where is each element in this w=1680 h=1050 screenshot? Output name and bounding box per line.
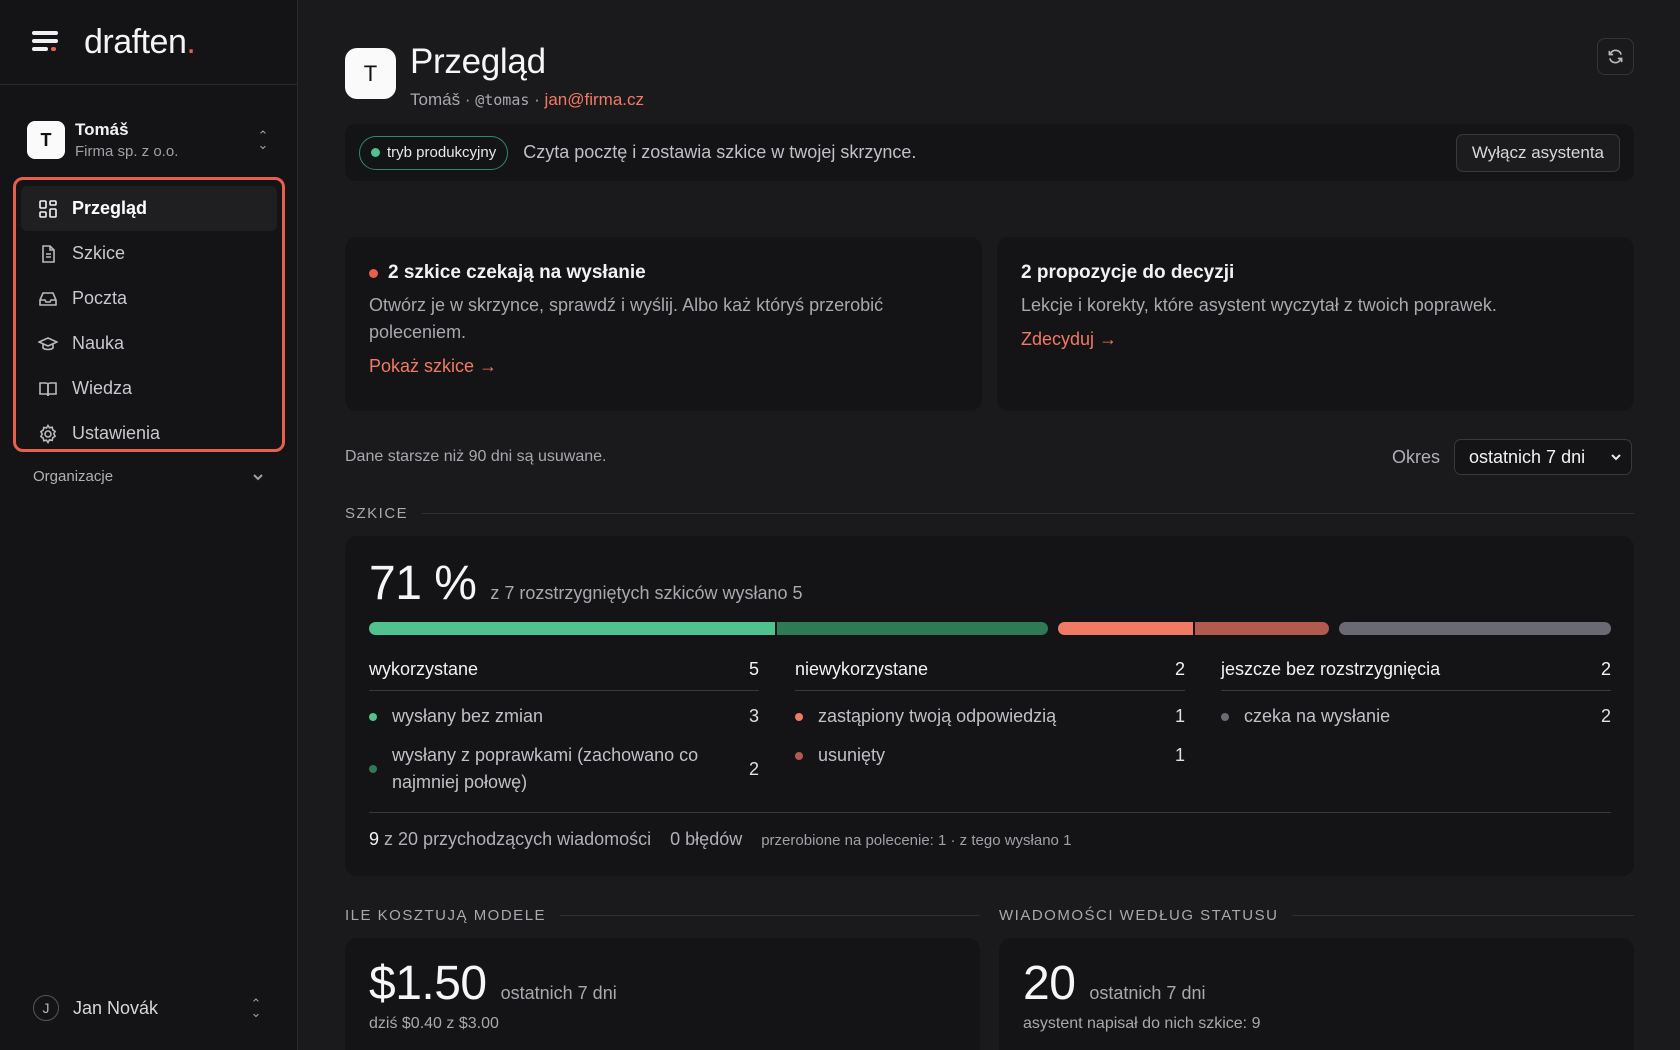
main-nav: Przegląd Szkice Poczta Nauka Wiedza Usta… [13,177,285,452]
progress-segment [777,622,1048,635]
period-filter: Okres ostatnich 7 dni [1392,439,1633,475]
user-name: Jan Novák [73,997,159,1018]
drafts-summary: z 7 rozstrzygniętych szkiców wysłano 5 [490,583,803,603]
document-icon [42,244,55,263]
book-icon [39,381,57,396]
status-dot [371,148,380,157]
drafts-footer: 9 z 20 przychodzących wiadomości 0 błędó… [369,829,1072,849]
header-name: Tomáš [410,90,461,109]
nav-label: Poczta [72,288,128,308]
progress-segment [369,622,776,635]
drafts-percent: 71 % [369,557,477,610]
account-avatar: T [27,121,65,159]
nav-item-poczta[interactable]: Poczta [21,276,277,321]
alert-title: 2 propozycje do decyzji [1021,262,1235,283]
header-handle: @tomas [475,91,530,109]
group-unused: niewykorzystane 2 zastąpiony twoją odpowi… [795,659,1185,796]
alert-dot [369,268,378,278]
mode-badge: tryb produkcyjny [359,135,509,170]
retention-note: Dane starsze niż 90 dni są usuwane. [345,448,607,465]
nav-item-nauka[interactable]: Nauka [21,321,277,366]
alert-body: Otwórz je w skrzynce, sprawdź i wyślij. … [369,295,884,342]
progress-segment [1194,622,1330,635]
dashboard-icon [39,199,57,218]
chevron-down-icon [253,473,263,480]
nav-label: Ustawienia [72,423,161,443]
progress-segment [1339,622,1611,635]
chevron-down-icon [1611,454,1621,461]
section-heading-costs: ILE KOSZTUJĄ MODELE [345,907,980,924]
show-drafts-link[interactable]: Pokaż szkice → [369,356,498,376]
alert-card-proposals: 2 propozycje do decyzji Lekcje i korekty… [997,237,1634,411]
user-menu[interactable]: J Jan Novák ⌃ ⌄ [33,995,265,1021]
header-subtitle: Tomáš · @tomas · jan@firma.cz [410,90,644,109]
alert-body: Lekcje i korekty, które asystent wyczyta… [1021,295,1497,315]
errors-count: 0 błędów [670,829,743,849]
page-title: Przegląd [410,42,546,81]
brand-bar: draften. [0,0,297,85]
organizations-label: Organizacje [33,468,114,485]
menu-icon[interactable] [32,31,60,53]
list-item: zastąpiony twoją odpowiedzią 1 [795,703,1185,730]
nav-item-ustawienia[interactable]: Ustawienia [21,411,277,456]
messages-detail: asystent napisał do nich szkice: 9 [1023,1015,1261,1032]
graduation-cap-icon [38,336,58,350]
logo: draften. [84,22,196,61]
account-name: Tomáš [75,120,129,139]
organizations-toggle[interactable]: Organizacje [33,468,265,485]
group-pending: jeszcze bez rozstrzygnięcia 2 czeka na wy… [1221,659,1611,796]
status-banner: tryb produkcyjny Czyta pocztę i zostawia… [345,124,1634,181]
list-item: wysłany bez zmian 3 [369,703,759,730]
drafts-card: 71 % z 7 rozstrzygniętych szkiców wysłan… [345,536,1634,876]
header-avatar: T [345,48,396,99]
period-select[interactable]: ostatnich 7 dni [1454,439,1633,475]
messages-card: 20 ostatnich 7 dni asystent napisał do n… [999,938,1634,1050]
nav-label: Nauka [72,333,125,353]
drafts-progress-bar [369,622,1611,635]
gear-icon [39,423,57,444]
user-avatar: J [33,995,59,1021]
list-item: usunięty 1 [795,742,1185,769]
decide-link[interactable]: Zdecyduj → [1021,329,1118,349]
group-used: wykorzystane 5 wysłany bez zmian 3 wysłany… [369,659,759,796]
header-email[interactable]: jan@firma.cz [544,90,644,109]
cost-value: $1.50 [369,957,487,1010]
alert-card-drafts: 2 szkice czekają na wysłanie Otwórz je w… [345,237,982,411]
nav-label: Przegląd [72,198,148,218]
refresh-button[interactable] [1597,38,1634,75]
period-label: Okres [1392,446,1441,467]
progress-segment [1057,622,1193,635]
list-item: czeka na wysłanie 2 [1221,703,1611,730]
nav-item-przeglad[interactable]: Przegląd [21,186,277,231]
section-heading-drafts: SZKICE [345,505,1634,522]
drafts-breakdown: wykorzystane 5 wysłany bez zmian 3 wysłany… [369,659,1611,796]
incoming-count: 9 [369,829,380,849]
account-org: Firma sp. z o.o. [75,143,179,160]
chevron-updown-icon: ⌃ ⌄ [257,128,269,152]
section-heading-messages: WIADOMOŚCI WEDŁUG STATUSU [999,907,1634,924]
nav-label: Szkice [72,243,126,263]
messages-value: 20 [1023,957,1076,1010]
nav-item-wiedza[interactable]: Wiedza [21,366,277,411]
account-switcher[interactable]: T Tomáš Firma sp. z o.o. ⌃ ⌄ [27,115,272,165]
nav-item-szkice[interactable]: Szkice [21,231,277,276]
nav-label: Wiedza [72,378,133,398]
disable-assistant-button[interactable]: Wyłącz asystenta [1455,133,1620,172]
cost-period: ostatnich 7 dni [500,983,617,1003]
sidebar: draften. T Tomáš Firma sp. z o.o. ⌃ ⌄ Prz… [0,0,298,1050]
banner-text: Czyta pocztę i zostawia szkice w twojej … [523,142,917,162]
list-item: wysłany z poprawkami (zachowano co najmn… [369,742,759,796]
reworked-info: przerobione na polecenie: 1 · z tego wys… [761,832,1072,849]
cost-detail: dziś $0.40 z $3.00 [369,1015,499,1032]
costs-card: $1.50 ostatnich 7 dni dziś $0.40 z $3.00 [345,938,980,1050]
page-header: T Przegląd Tomáš · @tomas · jan@firma.cz [345,42,644,110]
inbox-icon [39,291,57,306]
refresh-icon [1608,49,1623,64]
messages-period: ostatnich 7 dni [1089,983,1206,1003]
chevron-updown-icon: ⌃ ⌄ [250,996,262,1020]
alert-title: 2 szkice czekają na wysłanie [369,262,958,284]
